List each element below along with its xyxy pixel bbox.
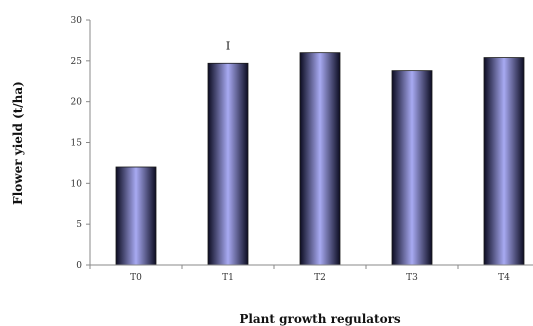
bar-t3: [391, 70, 433, 266]
y-axis-title: Flower yield (t/ha): [11, 81, 25, 205]
x-tick-label: T2: [314, 273, 326, 283]
y-tick-label: 15: [71, 139, 83, 149]
x-tick-label: T3: [406, 273, 418, 283]
y-axis: 0 5 10 15 20 25 30: [71, 16, 91, 271]
y-tick-label: 0: [76, 261, 82, 271]
bars-group: [115, 52, 525, 266]
x-axis-title: Plant growth regulators: [239, 312, 401, 326]
x-tick-label: T0: [130, 273, 142, 283]
y-tick-label: 25: [71, 57, 83, 67]
y-tick-label: 5: [76, 220, 82, 230]
x-axis: T0 T1 T2 T3 T4: [89, 264, 533, 283]
y-tick-label: 30: [71, 16, 83, 26]
y-tick-label: 20: [71, 98, 83, 108]
x-tick-label: T4: [498, 273, 510, 283]
bar-t0: [115, 166, 157, 266]
annotations-group: I: [226, 39, 230, 52]
bar-t4: [483, 57, 525, 266]
annotation-label: I: [226, 39, 230, 52]
bar-t2: [299, 52, 341, 266]
bar-t1: [207, 62, 249, 266]
x-tick-label: T1: [222, 273, 234, 283]
y-tick-label: 10: [71, 179, 83, 189]
